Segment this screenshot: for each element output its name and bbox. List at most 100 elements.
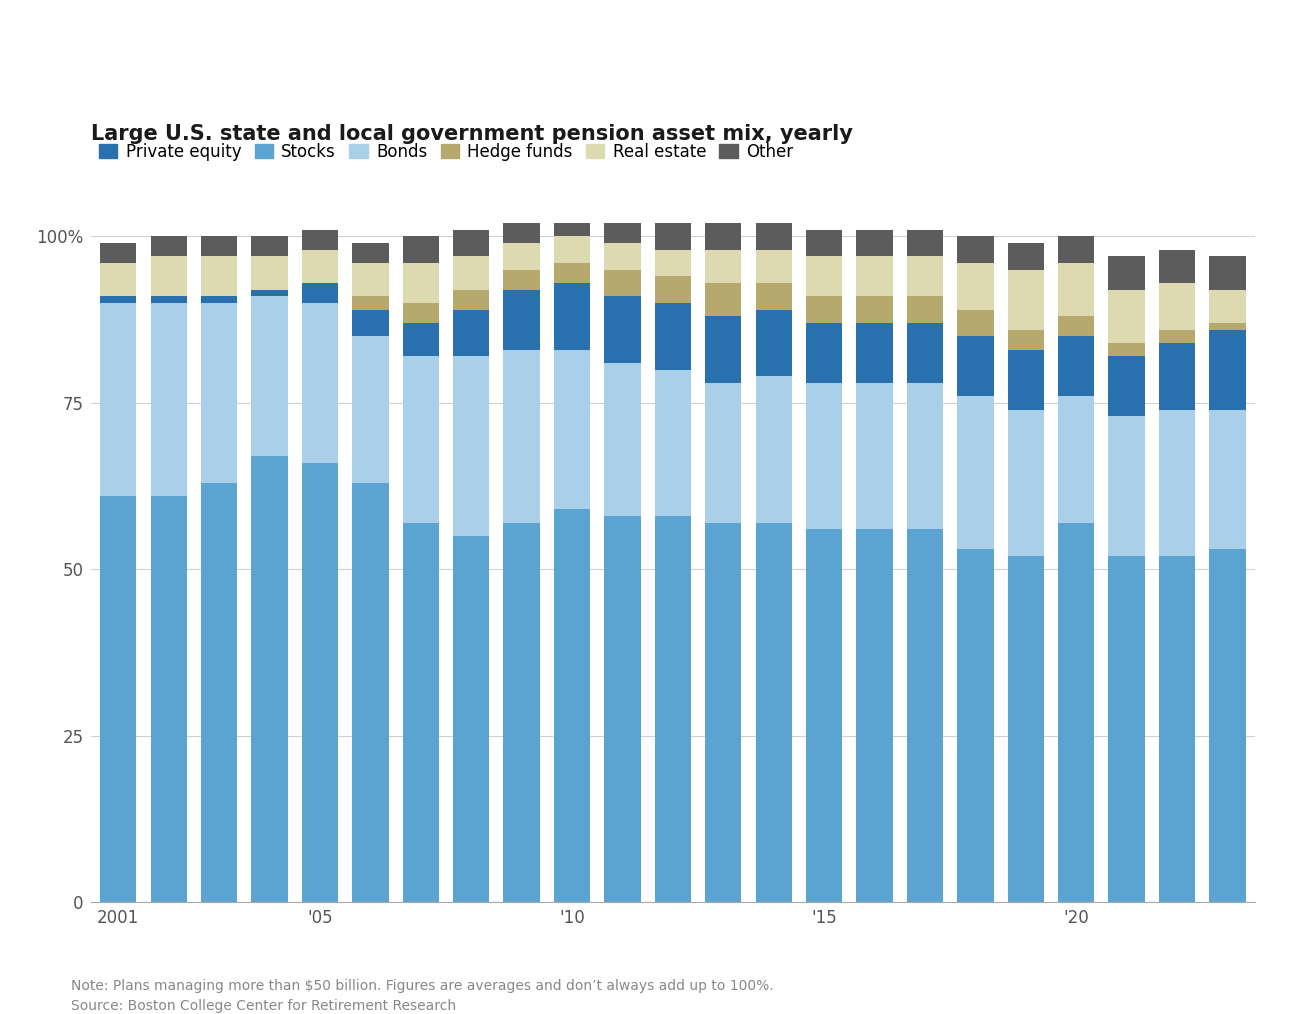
Bar bbox=[503, 523, 540, 902]
Bar bbox=[302, 303, 338, 462]
Bar bbox=[100, 496, 136, 902]
Bar bbox=[352, 337, 388, 483]
Bar bbox=[1210, 257, 1246, 290]
Bar bbox=[806, 323, 842, 383]
Bar bbox=[352, 483, 388, 902]
Text: Large U.S. state and local government pension asset mix, yearly: Large U.S. state and local government pe… bbox=[91, 124, 853, 144]
Bar bbox=[857, 383, 893, 529]
Bar bbox=[907, 323, 943, 383]
Bar bbox=[251, 257, 287, 290]
Bar bbox=[806, 230, 842, 257]
Bar bbox=[756, 223, 792, 249]
Bar bbox=[1058, 337, 1095, 396]
Bar bbox=[251, 236, 287, 257]
Bar bbox=[402, 323, 439, 356]
Bar bbox=[1008, 243, 1044, 270]
Bar bbox=[1058, 236, 1095, 263]
Bar bbox=[604, 516, 641, 902]
Bar bbox=[150, 303, 186, 496]
Bar bbox=[655, 516, 691, 902]
Bar bbox=[302, 249, 338, 283]
Bar bbox=[554, 350, 590, 509]
Bar bbox=[453, 536, 489, 902]
Bar bbox=[554, 283, 590, 350]
Bar bbox=[1210, 410, 1246, 550]
Bar bbox=[503, 290, 540, 350]
Bar bbox=[352, 243, 388, 263]
Bar bbox=[1159, 556, 1196, 902]
Bar bbox=[705, 523, 741, 902]
Bar bbox=[705, 223, 741, 249]
Bar bbox=[352, 263, 388, 296]
Bar bbox=[1159, 249, 1196, 283]
Bar bbox=[302, 283, 338, 303]
Bar bbox=[503, 216, 540, 243]
Bar bbox=[806, 529, 842, 902]
Bar bbox=[402, 263, 439, 303]
Bar bbox=[857, 230, 893, 257]
Bar bbox=[100, 263, 136, 296]
Bar bbox=[453, 257, 489, 290]
Bar bbox=[604, 363, 641, 516]
Bar bbox=[1210, 323, 1246, 330]
Bar bbox=[251, 296, 287, 456]
Bar bbox=[554, 509, 590, 902]
Bar bbox=[705, 383, 741, 523]
Bar bbox=[554, 210, 590, 236]
Bar bbox=[705, 316, 741, 383]
Bar bbox=[756, 283, 792, 309]
Bar bbox=[503, 243, 540, 270]
Bar bbox=[1058, 396, 1095, 523]
Bar bbox=[655, 223, 691, 249]
Bar bbox=[150, 236, 186, 257]
Bar bbox=[201, 303, 237, 483]
Bar bbox=[1008, 556, 1044, 902]
Bar bbox=[907, 230, 943, 257]
Bar bbox=[907, 296, 943, 323]
Bar bbox=[1109, 556, 1145, 902]
Bar bbox=[1109, 356, 1145, 416]
Bar bbox=[251, 290, 287, 296]
Bar bbox=[806, 257, 842, 296]
Bar bbox=[201, 236, 237, 257]
Bar bbox=[604, 296, 641, 363]
Bar bbox=[857, 296, 893, 323]
Bar bbox=[453, 356, 489, 536]
Bar bbox=[1058, 523, 1095, 902]
Bar bbox=[100, 243, 136, 263]
Bar bbox=[1159, 343, 1196, 410]
Bar bbox=[1210, 550, 1246, 902]
Bar bbox=[1058, 263, 1095, 316]
Bar bbox=[100, 296, 136, 303]
Bar bbox=[1210, 290, 1246, 323]
Bar bbox=[554, 236, 590, 263]
Bar bbox=[503, 270, 540, 290]
Bar bbox=[857, 529, 893, 902]
Bar bbox=[100, 303, 136, 496]
Bar bbox=[705, 249, 741, 283]
Text: Source: Boston College Center for Retirement Research: Source: Boston College Center for Retire… bbox=[71, 999, 457, 1013]
Bar bbox=[1008, 350, 1044, 410]
Bar bbox=[402, 236, 439, 263]
Bar bbox=[453, 230, 489, 257]
Bar bbox=[806, 296, 842, 323]
Bar bbox=[604, 243, 641, 270]
Bar bbox=[958, 396, 994, 550]
Bar bbox=[402, 523, 439, 902]
Bar bbox=[1058, 316, 1095, 337]
Bar bbox=[251, 456, 287, 902]
Bar bbox=[554, 263, 590, 283]
Bar bbox=[958, 309, 994, 337]
Bar bbox=[907, 383, 943, 529]
Bar bbox=[604, 270, 641, 296]
Bar bbox=[1210, 330, 1246, 410]
Bar bbox=[150, 257, 186, 296]
Bar bbox=[756, 523, 792, 902]
Legend: Private equity, Stocks, Bonds, Hedge funds, Real estate, Other: Private equity, Stocks, Bonds, Hedge fun… bbox=[98, 143, 793, 161]
Bar bbox=[302, 230, 338, 249]
Bar bbox=[1109, 343, 1145, 356]
Bar bbox=[1109, 290, 1145, 343]
Bar bbox=[655, 277, 691, 303]
Bar bbox=[907, 529, 943, 902]
Bar bbox=[201, 483, 237, 902]
